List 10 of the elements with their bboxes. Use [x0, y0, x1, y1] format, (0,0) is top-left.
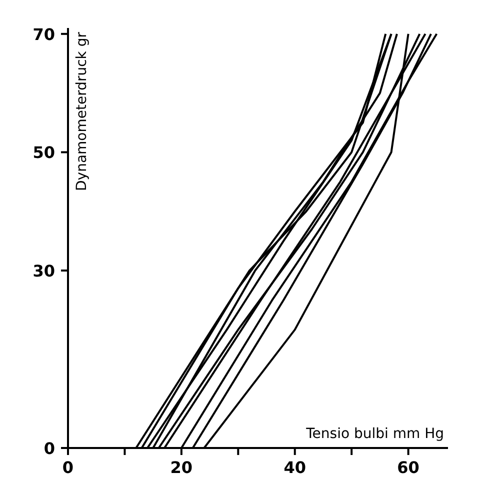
x-axis-title: Tensio bulbi mm Hg — [305, 426, 444, 442]
x-tick-label: 60 — [397, 458, 420, 477]
y-tick-label: 50 — [32, 143, 55, 162]
y-tick-label: 70 — [32, 24, 55, 44]
x-tick-label: 20 — [170, 458, 193, 477]
y-tick-label: 30 — [32, 262, 55, 281]
x-tick-label: 0 — [62, 458, 74, 477]
y-axis-title: Dynamometerdruck gr — [74, 32, 90, 191]
x-tick-label: 40 — [284, 458, 306, 477]
y-tick-label: 0 — [44, 439, 55, 458]
